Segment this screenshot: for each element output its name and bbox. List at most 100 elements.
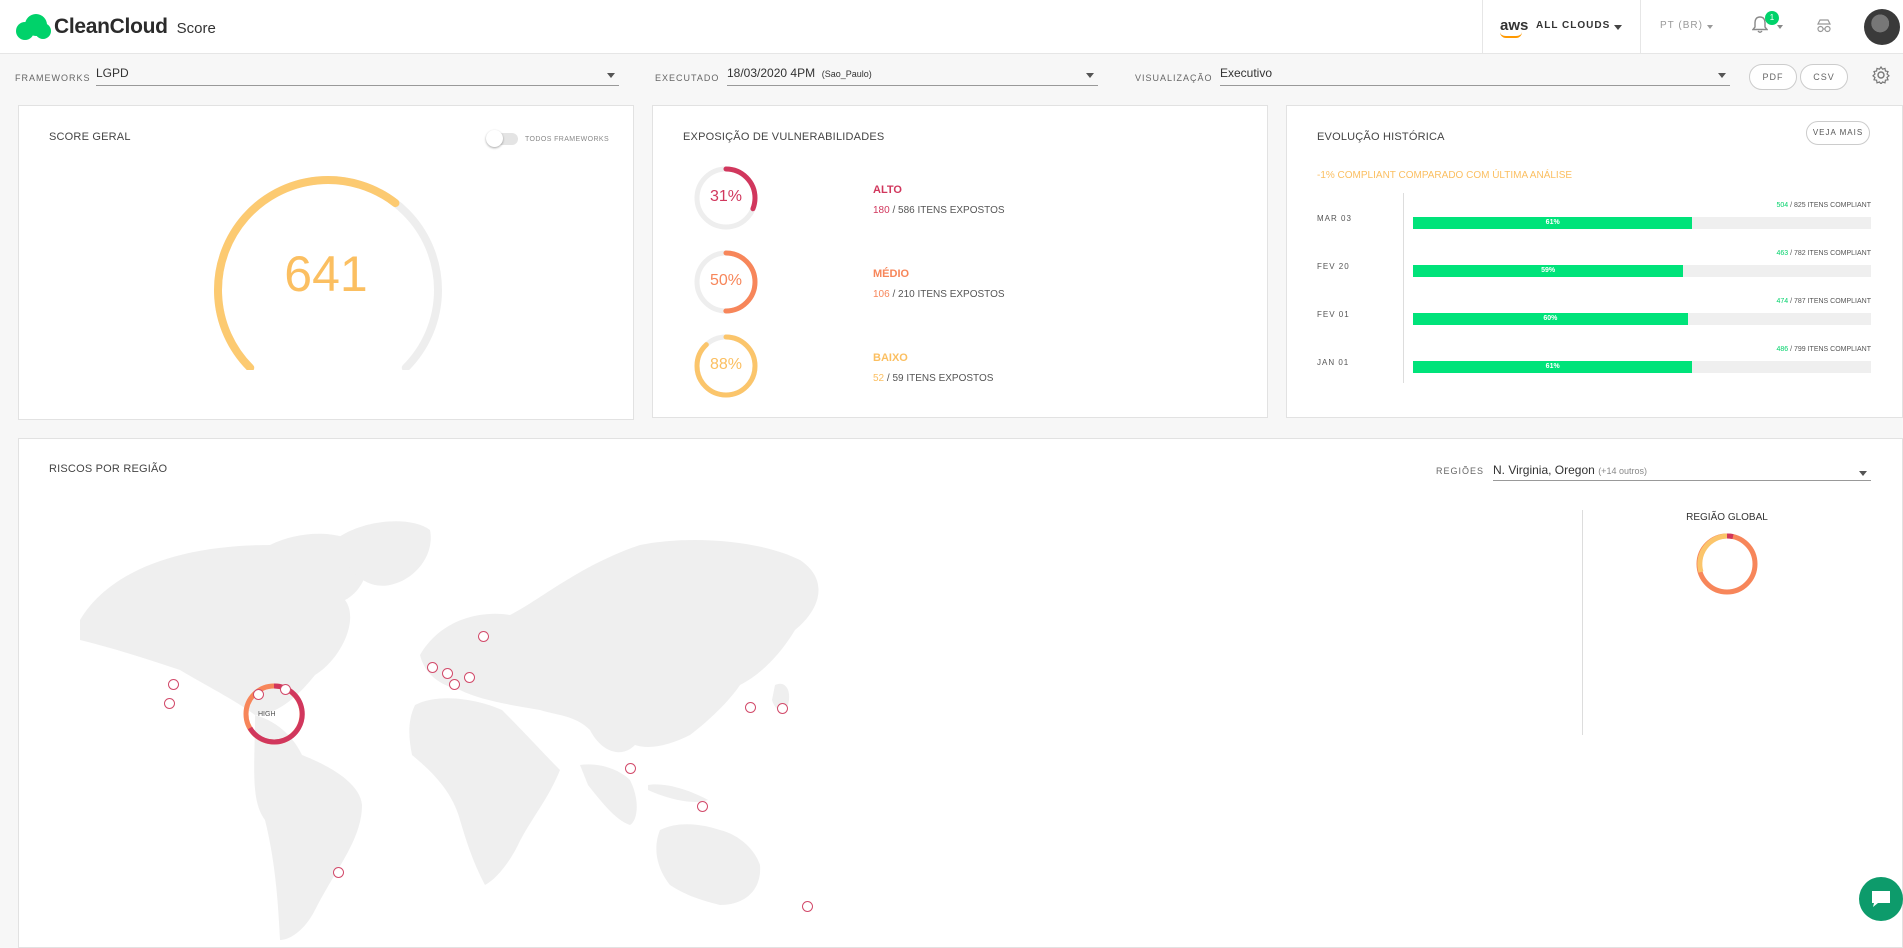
chevron-down-icon (1707, 25, 1713, 29)
vuln-ring-arc (694, 166, 758, 230)
history-bar-fill: 61% (1413, 217, 1693, 229)
gear-icon[interactable] (1872, 66, 1890, 84)
see-more-button[interactable]: VEJA MAIS (1806, 121, 1870, 145)
vuln-medio-items: 106 / 210 ITENS EXPOSTOS (873, 289, 1005, 300)
chevron-down-icon (1777, 25, 1783, 29)
score-gauge (214, 176, 442, 370)
regions-select[interactable]: N. Virginia, Oregon (+14 outros) (1493, 463, 1871, 481)
view-label: VISUALIZAÇÃO (1135, 73, 1213, 83)
cloud-selector-label: ALL CLOUDS (1536, 20, 1611, 31)
region-marker[interactable] (280, 684, 291, 695)
chevron-down-icon (607, 73, 615, 78)
executed-value: 18/03/2020 4PM (Sao_Paulo) (727, 66, 872, 80)
global-region-donut[interactable] (1695, 532, 1759, 596)
vuln-ring-baixo (694, 334, 758, 398)
score-value: 641 (284, 246, 368, 302)
avatar[interactable] (1864, 9, 1900, 45)
notification-badge: 1 (1765, 11, 1779, 25)
regions-label: REGIÕES (1436, 466, 1485, 476)
view-value: Executivo (1220, 66, 1273, 80)
region-marker[interactable] (464, 672, 475, 683)
chat-icon (1872, 891, 1890, 907)
region-marker[interactable] (745, 702, 756, 713)
vuln-ring-arc (694, 334, 758, 398)
history-bar-track: 61% (1413, 217, 1871, 229)
vuln-alto-items: 180 / 586 ITENS EXPOSTOS (873, 205, 1005, 216)
region-marker[interactable] (478, 631, 489, 642)
region-marker[interactable] (802, 901, 813, 912)
aws-logo: aws (1500, 17, 1529, 34)
regions-extra: (+14 outros) (1598, 466, 1647, 476)
pdf-button[interactable]: PDF (1749, 64, 1797, 90)
high-label: HIGH (258, 711, 276, 718)
frameworks-value: LGPD (96, 66, 129, 80)
region-card-title: RISCOS POR REGIÃO (49, 463, 168, 475)
all-frameworks-toggle[interactable] (486, 130, 518, 147)
incognito-icon[interactable] (1816, 18, 1832, 34)
world-map[interactable] (40, 500, 900, 940)
chevron-down-icon (1614, 25, 1622, 30)
regions-value: N. Virginia, Oregon (1493, 463, 1595, 477)
toggle-knob (486, 130, 503, 147)
history-count: 486 / 799 ITENS COMPLIANT (1776, 346, 1871, 353)
csv-button[interactable]: CSV (1800, 64, 1848, 90)
frameworks-select[interactable]: LGPD (96, 66, 619, 86)
vuln-baixo-pct: 88% (709, 356, 743, 373)
history-date: MAR 03 (1317, 214, 1352, 223)
history-count: 474 / 787 ITENS COMPLIANT (1776, 298, 1871, 305)
vuln-ring-medio (694, 250, 758, 314)
all-frameworks-label: TODOS FRAMEWORKS (525, 136, 610, 143)
vuln-alto-pct: 31% (709, 188, 743, 205)
brand-name: CleanCloud (54, 15, 168, 38)
vuln-baixo-items: 52 / 59 ITENS EXPOSTOS (873, 373, 994, 384)
history-alert: -1% COMPLIANT COMPARADO COM ÚLTIMA ANÁLI… (1317, 170, 1573, 181)
score-card (18, 105, 634, 420)
history-count: 463 / 782 ITENS COMPLIANT (1776, 250, 1871, 257)
vuln-medio-name: MÉDIO (873, 268, 910, 280)
product-name: Score (176, 20, 216, 37)
bell-icon (1752, 16, 1768, 33)
history-card-title: EVOLUÇÃO HISTÓRICA (1317, 131, 1445, 143)
history-bar-fill: 60% (1413, 313, 1688, 325)
score-card-title: SCORE GERAL (49, 131, 131, 143)
vuln-ring-arc (694, 250, 758, 314)
chat-button[interactable] (1859, 877, 1903, 921)
chevron-down-icon (1718, 73, 1726, 78)
executed-label: EXECUTADO (655, 73, 720, 83)
region-marker[interactable] (333, 867, 344, 878)
region-marker[interactable] (697, 801, 708, 812)
vuln-medio-pct: 50% (709, 272, 743, 289)
chevron-down-icon (1859, 471, 1867, 476)
global-divider (1582, 510, 1583, 735)
history-date: JAN 01 (1317, 358, 1350, 367)
frameworks-label: FRAMEWORKS (15, 73, 91, 83)
region-marker[interactable] (442, 668, 453, 679)
vuln-baixo-name: BAIXO (873, 352, 908, 364)
history-bar-track: 61% (1413, 361, 1871, 373)
language-label: PT (BR) (1660, 20, 1703, 31)
vuln-alto-name: ALTO (873, 184, 902, 196)
region-marker[interactable] (625, 763, 636, 774)
chevron-down-icon (1086, 73, 1094, 78)
region-marker[interactable] (427, 662, 438, 673)
region-marker[interactable] (449, 679, 460, 690)
view-select[interactable]: Executivo (1220, 66, 1730, 86)
logo[interactable]: CleanCloud Score (16, 14, 216, 40)
history-bar-fill: 59% (1413, 265, 1684, 277)
region-marker[interactable] (253, 689, 264, 700)
vulnerabilities-card-title: EXPOSIÇÃO DE VULNERABILIDADES (683, 131, 885, 143)
history-date: FEV 01 (1317, 310, 1350, 319)
history-bar-track: 59% (1413, 265, 1871, 277)
cloud-logo-icon (16, 14, 52, 40)
region-marker[interactable] (777, 703, 788, 714)
region-marker[interactable] (164, 698, 175, 709)
gauge-fill (214, 176, 400, 370)
history-axis (1403, 193, 1404, 383)
region-marker[interactable] (168, 679, 179, 690)
history-count: 504 / 825 ITENS COMPLIANT (1776, 202, 1871, 209)
history-bar-track: 60% (1413, 313, 1871, 325)
executed-select[interactable]: 18/03/2020 4PM (Sao_Paulo) (727, 66, 1098, 86)
aws-smile-icon (1500, 32, 1522, 38)
global-region-title: REGIÃO GLOBAL (1686, 512, 1768, 523)
history-bar-fill: 61% (1413, 361, 1693, 373)
